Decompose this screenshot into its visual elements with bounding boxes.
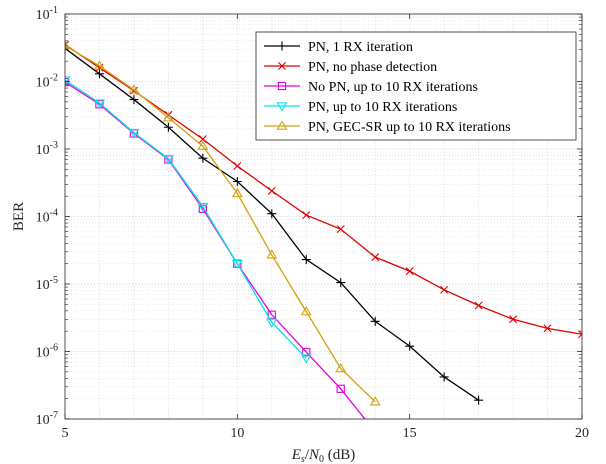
- data-point: [543, 324, 552, 333]
- series-pn-no-phase-detection: [65, 40, 582, 339]
- data-point: [198, 204, 208, 213]
- legend-marker: [277, 41, 287, 51]
- legend-marker: [276, 120, 288, 130]
- series-pn-up-to-10-rx-iterations: [65, 76, 312, 364]
- y-axis-label: BER: [11, 202, 27, 231]
- y-tick-label: 10-1: [36, 5, 58, 23]
- data-point: [300, 306, 312, 316]
- data-point: [266, 249, 278, 259]
- data-point: [65, 40, 71, 50]
- data-point: [302, 347, 311, 357]
- data-point: [405, 341, 415, 351]
- legend: PN, 1 RX iteration PN, no phase detection…: [255, 31, 577, 141]
- legend-entry: PN, GEC-SR up to 10 RX iterations: [264, 120, 511, 135]
- legend-label: PN, 1 RX iteration: [308, 40, 413, 55]
- x-axis-label: Es/N0 (dB): [291, 447, 356, 464]
- data-point: [405, 267, 414, 276]
- series-layer: [65, 40, 582, 419]
- legend-marker: [276, 102, 288, 112]
- data-point: [336, 225, 345, 234]
- data-point: [267, 186, 276, 195]
- series-line: [65, 44, 582, 335]
- legend-entry: No PN, up to 10 RX iterations: [264, 80, 478, 95]
- data-point: [197, 202, 209, 213]
- x-tick-label: 10: [230, 426, 244, 441]
- data-point: [578, 330, 582, 339]
- data-point: [233, 162, 242, 170]
- series-pn-gec-sr-up-to-10-rx-iterations: [65, 40, 381, 406]
- data-point: [267, 310, 276, 319]
- x-tick-label: 20: [575, 426, 589, 441]
- data-point: [509, 315, 518, 324]
- data-point: [300, 354, 312, 364]
- data-point: [336, 384, 345, 393]
- data-point: [301, 255, 311, 265]
- x-tick-label: 5: [62, 426, 69, 441]
- data-point: [371, 253, 380, 262]
- legend-marker: [278, 62, 286, 70]
- data-point: [370, 316, 380, 326]
- legend-entry: PN, no phase detection: [264, 60, 437, 75]
- legend-entry: PN, 1 RX iteration: [264, 40, 413, 55]
- data-point: [474, 301, 483, 310]
- data-point: [128, 84, 140, 94]
- x-tick-label: 15: [403, 426, 417, 441]
- legend-label: PN, no phase detection: [308, 60, 437, 75]
- data-point: [266, 318, 278, 328]
- legend-label: No PN, up to 10 RX iterations: [308, 80, 478, 95]
- data-point: [163, 122, 173, 132]
- data-point: [302, 211, 311, 220]
- data-point: [474, 395, 484, 405]
- data-point: [198, 153, 208, 163]
- data-point: [267, 209, 277, 219]
- series-line: [65, 45, 376, 403]
- series-line: [65, 79, 307, 359]
- y-tick-label: 10-2: [36, 73, 58, 91]
- series-pn-1-rx-iteration: [65, 43, 484, 405]
- data-point: [198, 135, 207, 144]
- data-point: [232, 177, 242, 186]
- data-point: [94, 60, 105, 70]
- data-point: [231, 187, 243, 198]
- y-tick-label: 10-4: [36, 208, 58, 226]
- data-point: [439, 372, 449, 382]
- data-point: [440, 285, 449, 294]
- data-point: [128, 128, 140, 139]
- data-point: [162, 154, 174, 165]
- legend-box: [255, 31, 577, 141]
- data-point: [129, 95, 139, 105]
- data-point: [369, 396, 381, 406]
- data-point: [94, 99, 105, 109]
- data-point: [65, 76, 71, 86]
- data-point: [336, 278, 346, 288]
- data-point: [231, 259, 243, 270]
- axis-labels: Es/N0 (dB) BER: [11, 202, 355, 464]
- y-tick-label: 10-5: [36, 275, 58, 293]
- data-point: [94, 69, 104, 79]
- legend-entry: PN, up to 10 RX iterations: [264, 100, 457, 115]
- data-point: [335, 362, 347, 373]
- legend-label: PN, up to 10 RX iterations: [308, 100, 457, 115]
- legend-marker: [277, 81, 287, 91]
- y-tick-label: 10-6: [36, 343, 58, 361]
- legend-label: PN, GEC-SR up to 10 RX iterations: [308, 120, 511, 135]
- y-tick-label: 10-3: [36, 140, 58, 158]
- data-point: [162, 112, 174, 122]
- data-point: [197, 140, 209, 150]
- ticks: 5 10 15 20 10-7 10-6 10-5 10-4 10-3 10-2 10-1: [36, 5, 589, 441]
- y-tick-label: 10-7: [36, 410, 58, 428]
